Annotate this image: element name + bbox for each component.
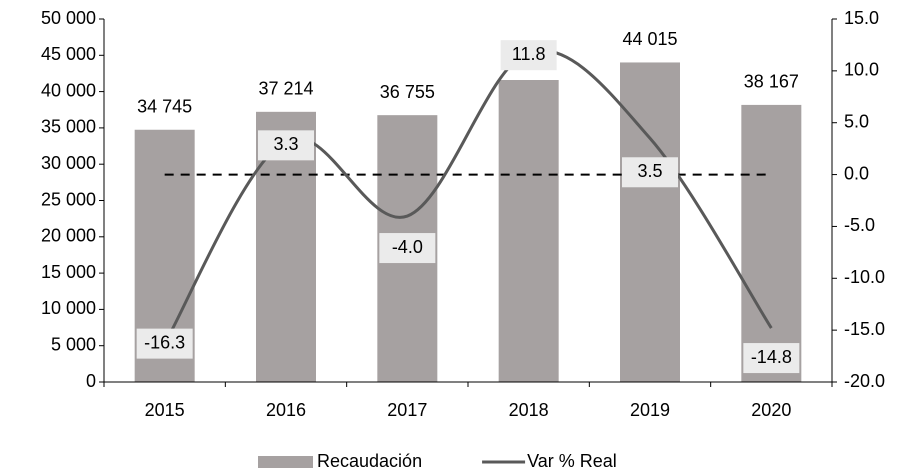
line-label-box xyxy=(136,328,193,359)
y-tick-label: 10 000 xyxy=(41,298,96,318)
y-tick-label: 15 000 xyxy=(41,262,96,282)
y2-tick-label: 10.0 xyxy=(844,60,879,80)
y-tick-label: 20 000 xyxy=(41,226,96,246)
x-tick-label: 2015 xyxy=(145,400,185,420)
y2-tick-label: -5.0 xyxy=(844,215,875,235)
line-label-box xyxy=(622,157,678,188)
y-tick-label: 25 000 xyxy=(41,189,96,209)
y2-tick-label: -20.0 xyxy=(844,371,885,391)
bar xyxy=(620,62,680,382)
y2-tick-label: 0.0 xyxy=(844,163,869,183)
line-value-label: 11.8 xyxy=(512,44,546,64)
y2-tick-label: -10.0 xyxy=(844,267,885,287)
y2-tick-label: -15.0 xyxy=(844,319,885,339)
legend-label: Recaudación xyxy=(317,451,422,471)
bar-value-label: 38 167 xyxy=(744,72,799,92)
bar-value-label: 34 745 xyxy=(137,97,192,117)
bar-value-label: 36 755 xyxy=(380,82,435,102)
line-label-box xyxy=(258,130,314,161)
y-tick-label: 30 000 xyxy=(41,153,96,173)
x-tick-label: 2020 xyxy=(751,400,791,420)
y2-tick-label: 5.0 xyxy=(844,111,869,131)
bar xyxy=(741,104,802,382)
x-tick-label: 2019 xyxy=(630,400,670,420)
line-value-label: -16.3 xyxy=(144,332,185,352)
x-tick-label: 2016 xyxy=(266,400,306,420)
y-tick-label: 35 000 xyxy=(41,117,96,137)
x-tick-label: 2018 xyxy=(509,400,549,420)
legend-label: Var % Real xyxy=(527,451,617,471)
y-tick-label: 40 000 xyxy=(41,80,96,100)
line-label-box xyxy=(743,343,800,374)
y-tick-label: 5 000 xyxy=(51,334,96,354)
line-label-box xyxy=(379,233,436,264)
line-value-label: -4.0 xyxy=(392,237,423,257)
bar-value-label: 44 015 xyxy=(622,29,677,49)
y2-tick-label: 15.0 xyxy=(844,8,879,28)
bar xyxy=(498,79,559,382)
y-tick-label: 0 xyxy=(86,371,96,391)
y-tick-label: 50 000 xyxy=(41,8,96,28)
line-value-label: 3.3 xyxy=(273,134,298,154)
y-tick-label: 45 000 xyxy=(41,44,96,64)
legend-swatch xyxy=(258,456,313,468)
line-value-label: -14.8 xyxy=(751,347,792,367)
line xyxy=(163,48,773,345)
line-value-label: 3.5 xyxy=(637,161,662,181)
x-tick-label: 2017 xyxy=(387,400,427,420)
bar-value-label: 37 214 xyxy=(258,79,313,99)
line-label-box xyxy=(500,40,557,71)
